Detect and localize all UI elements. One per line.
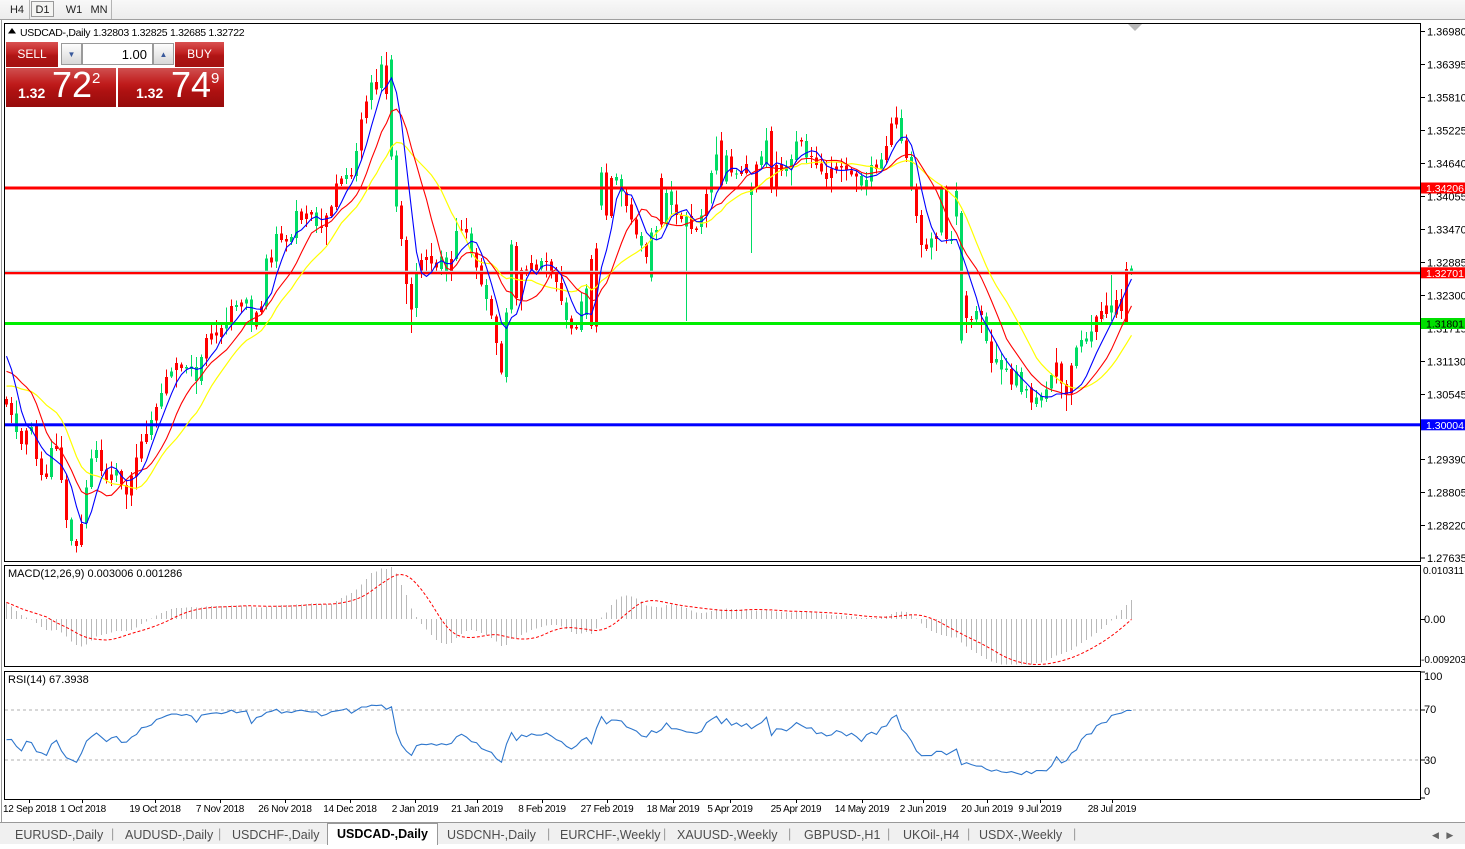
svg-text:1.32300: 1.32300 (1427, 290, 1465, 302)
svg-text:↑: ↑ (1101, 312, 1106, 322)
svg-text:19 Oct 2018: 19 Oct 2018 (129, 804, 181, 815)
svg-text:1.29390: 1.29390 (1427, 454, 1465, 466)
svg-text:↓: ↓ (779, 162, 784, 172)
svg-text:20 Jun 2019: 20 Jun 2019 (961, 804, 1013, 815)
svg-text:1 Oct 2018: 1 Oct 2018 (60, 804, 107, 815)
svg-text:0: 0 (1424, 786, 1430, 798)
svg-text:1.32803 1.32825 1.32685 1.3272: 1.32803 1.32825 1.32685 1.32722 (93, 27, 245, 39)
svg-text:1.32885: 1.32885 (1427, 258, 1465, 270)
svg-text:14 Dec 2018: 14 Dec 2018 (323, 804, 377, 815)
svg-text:1.28805: 1.28805 (1427, 487, 1465, 499)
svg-text:28 Jul 2019: 28 Jul 2019 (1088, 804, 1137, 815)
svg-text:5 Apr 2019: 5 Apr 2019 (707, 804, 753, 815)
svg-text:0.00: 0.00 (1424, 614, 1445, 626)
svg-text:30: 30 (1424, 755, 1436, 767)
svg-text:1.35225: 1.35225 (1427, 126, 1465, 138)
svg-text:26 Nov 2018: 26 Nov 2018 (258, 804, 312, 815)
svg-text:1.31130: 1.31130 (1427, 356, 1465, 368)
svg-text:2 Jun 2019: 2 Jun 2019 (900, 804, 947, 815)
svg-text:27 Feb 2019: 27 Feb 2019 (581, 804, 635, 815)
svg-text:8 Feb 2019: 8 Feb 2019 (518, 804, 566, 815)
svg-text:2 Jan 2019: 2 Jan 2019 (392, 804, 439, 815)
svg-text:70: 70 (1424, 704, 1436, 716)
svg-text:1.27635: 1.27635 (1427, 553, 1465, 565)
svg-text:USDCAD-,Daily: USDCAD-,Daily (20, 27, 91, 39)
svg-text:1.32701: 1.32701 (1426, 268, 1464, 280)
svg-text:1.34055: 1.34055 (1427, 192, 1465, 204)
svg-text:↑: ↑ (1113, 309, 1118, 319)
svg-text:1.28220: 1.28220 (1427, 520, 1465, 532)
svg-text:MACD(12,26,9) 0.003006 0.00128: MACD(12,26,9) 0.003006 0.001286 (8, 568, 182, 580)
svg-text:1.36980: 1.36980 (1427, 27, 1465, 39)
svg-text:1.34206: 1.34206 (1426, 183, 1464, 195)
svg-text:1.35810: 1.35810 (1427, 93, 1465, 105)
svg-text:1.31801: 1.31801 (1426, 319, 1464, 331)
svg-text:1.33470: 1.33470 (1427, 225, 1465, 237)
svg-text:14 May 2019: 14 May 2019 (835, 804, 890, 815)
svg-text:-0.009203: -0.009203 (1421, 655, 1465, 666)
svg-text:1.36395: 1.36395 (1427, 60, 1465, 72)
svg-text:RSI(14) 67.3938: RSI(14) 67.3938 (8, 674, 89, 686)
svg-text:100: 100 (1424, 671, 1442, 683)
svg-text:18 Mar 2019: 18 Mar 2019 (647, 804, 701, 815)
svg-text:1.34640: 1.34640 (1427, 159, 1465, 171)
svg-text:25 Apr 2019: 25 Apr 2019 (771, 804, 822, 815)
svg-text:0.010311: 0.010311 (1423, 566, 1464, 577)
svg-text:7 Nov 2018: 7 Nov 2018 (196, 804, 245, 815)
svg-text:1.30004: 1.30004 (1426, 420, 1464, 432)
svg-text:1.30545: 1.30545 (1427, 389, 1465, 401)
svg-text:9 Jul 2019: 9 Jul 2019 (1018, 804, 1062, 815)
svg-text:12 Sep 2018: 12 Sep 2018 (3, 804, 57, 815)
svg-text:21 Jan 2019: 21 Jan 2019 (451, 804, 503, 815)
